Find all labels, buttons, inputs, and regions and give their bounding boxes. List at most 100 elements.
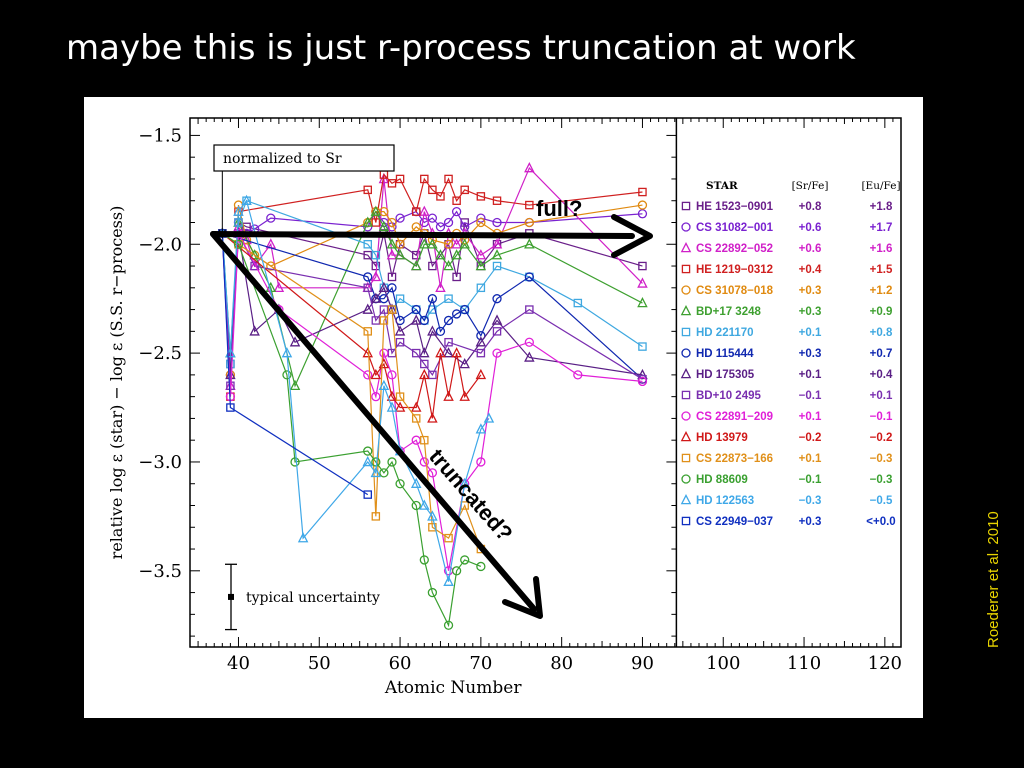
legend-entry: HD 88609 −0.1 −0.3 xyxy=(681,474,893,486)
data-point xyxy=(419,347,430,358)
legend-eu-fe: <+0.0 xyxy=(866,516,895,528)
data-point xyxy=(420,359,429,369)
data-point xyxy=(387,217,397,228)
series-line xyxy=(221,210,643,388)
data-point xyxy=(411,222,421,232)
data-point xyxy=(282,370,292,380)
data-point xyxy=(444,174,453,184)
series-line xyxy=(221,199,643,365)
legend-sr-fe: +0.1 xyxy=(799,369,822,381)
legend-marker xyxy=(681,285,691,295)
uncertainty-label: typical uncertainty xyxy=(246,590,380,606)
data-point xyxy=(411,207,421,216)
data-point xyxy=(419,499,430,510)
data-point xyxy=(419,457,429,467)
slide-title: maybe this is just r-process truncation … xyxy=(66,28,856,68)
legend-entry: HD 115444 +0.3 +0.7 xyxy=(681,348,892,360)
legend-eu-fe: −0.1 xyxy=(870,411,893,423)
legend-entry: CS 22949−037 +0.3 <+0.0 xyxy=(681,516,896,528)
legend-sr-fe: +0.3 xyxy=(799,516,822,528)
series-line xyxy=(221,232,482,628)
data-point xyxy=(491,238,503,249)
data-point xyxy=(395,392,405,401)
data-point xyxy=(444,533,453,543)
data-point xyxy=(379,348,389,358)
x-tick-label: 100 xyxy=(706,653,740,674)
data-point xyxy=(638,261,647,271)
series-13 xyxy=(217,228,486,630)
legend-eu-fe: −0.3 xyxy=(870,474,893,486)
legend-sr-fe: +0.1 xyxy=(799,411,822,423)
data-point xyxy=(524,217,534,228)
data-point xyxy=(427,587,438,598)
data-point xyxy=(419,368,430,380)
data-point xyxy=(362,455,374,467)
legend-eu-fe: +1.8 xyxy=(870,201,893,213)
data-point xyxy=(428,370,437,380)
data-point xyxy=(492,294,502,304)
data-point xyxy=(370,270,382,282)
legend-marker xyxy=(681,453,691,463)
data-point xyxy=(443,390,454,401)
data-point xyxy=(386,390,398,401)
legend-sr-fe: +0.4 xyxy=(799,264,822,276)
legend-entry: CS 22873−166 +0.1 −0.3 xyxy=(681,453,892,465)
legend-star-name: HE 1523−0901 xyxy=(696,201,774,213)
truncated-arrow-head xyxy=(502,576,543,619)
data-point xyxy=(378,281,390,293)
data-point xyxy=(387,457,397,467)
data-point xyxy=(492,196,502,205)
y-tick-label: −2.0 xyxy=(138,234,182,255)
data-point xyxy=(411,304,421,315)
data-point xyxy=(410,477,422,488)
data-point xyxy=(289,336,301,347)
data-point xyxy=(451,238,462,249)
data-point xyxy=(460,555,470,565)
data-point xyxy=(379,468,389,478)
legend-sr-fe: +0.1 xyxy=(799,327,822,339)
legend-header-eu: [Eu/Fe] xyxy=(861,180,900,192)
data-point xyxy=(525,305,534,314)
legend-entry: HE 1219−0312 +0.4 +1.5 xyxy=(681,264,893,276)
data-point xyxy=(460,304,470,315)
legend-sr-fe: +0.3 xyxy=(799,348,822,360)
series-line xyxy=(221,233,369,496)
data-point xyxy=(443,620,454,630)
data-point xyxy=(371,250,381,260)
data-point xyxy=(420,174,429,184)
legend-star-name: HD 13979 xyxy=(696,432,748,444)
data-point xyxy=(363,370,373,380)
data-point xyxy=(386,249,398,260)
data-point xyxy=(362,347,374,358)
data-point xyxy=(491,314,503,325)
data-point xyxy=(427,510,438,521)
full-annotation: full? xyxy=(536,196,582,221)
data-point xyxy=(371,316,381,325)
data-point xyxy=(451,347,462,358)
data-point xyxy=(395,294,405,303)
data-point xyxy=(427,468,438,478)
series-line xyxy=(222,232,643,380)
data-point xyxy=(436,192,445,201)
data-point xyxy=(475,336,487,347)
data-point xyxy=(492,327,502,336)
data-point xyxy=(435,249,446,260)
data-point xyxy=(451,566,462,576)
data-point xyxy=(435,347,446,358)
data-point xyxy=(476,192,486,201)
series-8 xyxy=(217,227,648,380)
legend-star-name: HD 115444 xyxy=(696,348,754,360)
data-point xyxy=(395,479,405,489)
data-point xyxy=(411,348,421,358)
data-point xyxy=(443,217,454,228)
data-point xyxy=(419,555,429,565)
legend-eu-fe: −0.2 xyxy=(870,432,893,444)
legend-entry: CS 22892−052 +0.6 +1.6 xyxy=(680,241,892,255)
normalization-box xyxy=(213,144,395,172)
legend-star-name: HD 122563 xyxy=(696,495,754,507)
legend-eu-fe: +1.5 xyxy=(870,264,893,276)
y-tick-label: −2.5 xyxy=(138,343,182,364)
data-point xyxy=(459,238,470,249)
data-point xyxy=(459,357,470,369)
data-point xyxy=(573,298,583,308)
